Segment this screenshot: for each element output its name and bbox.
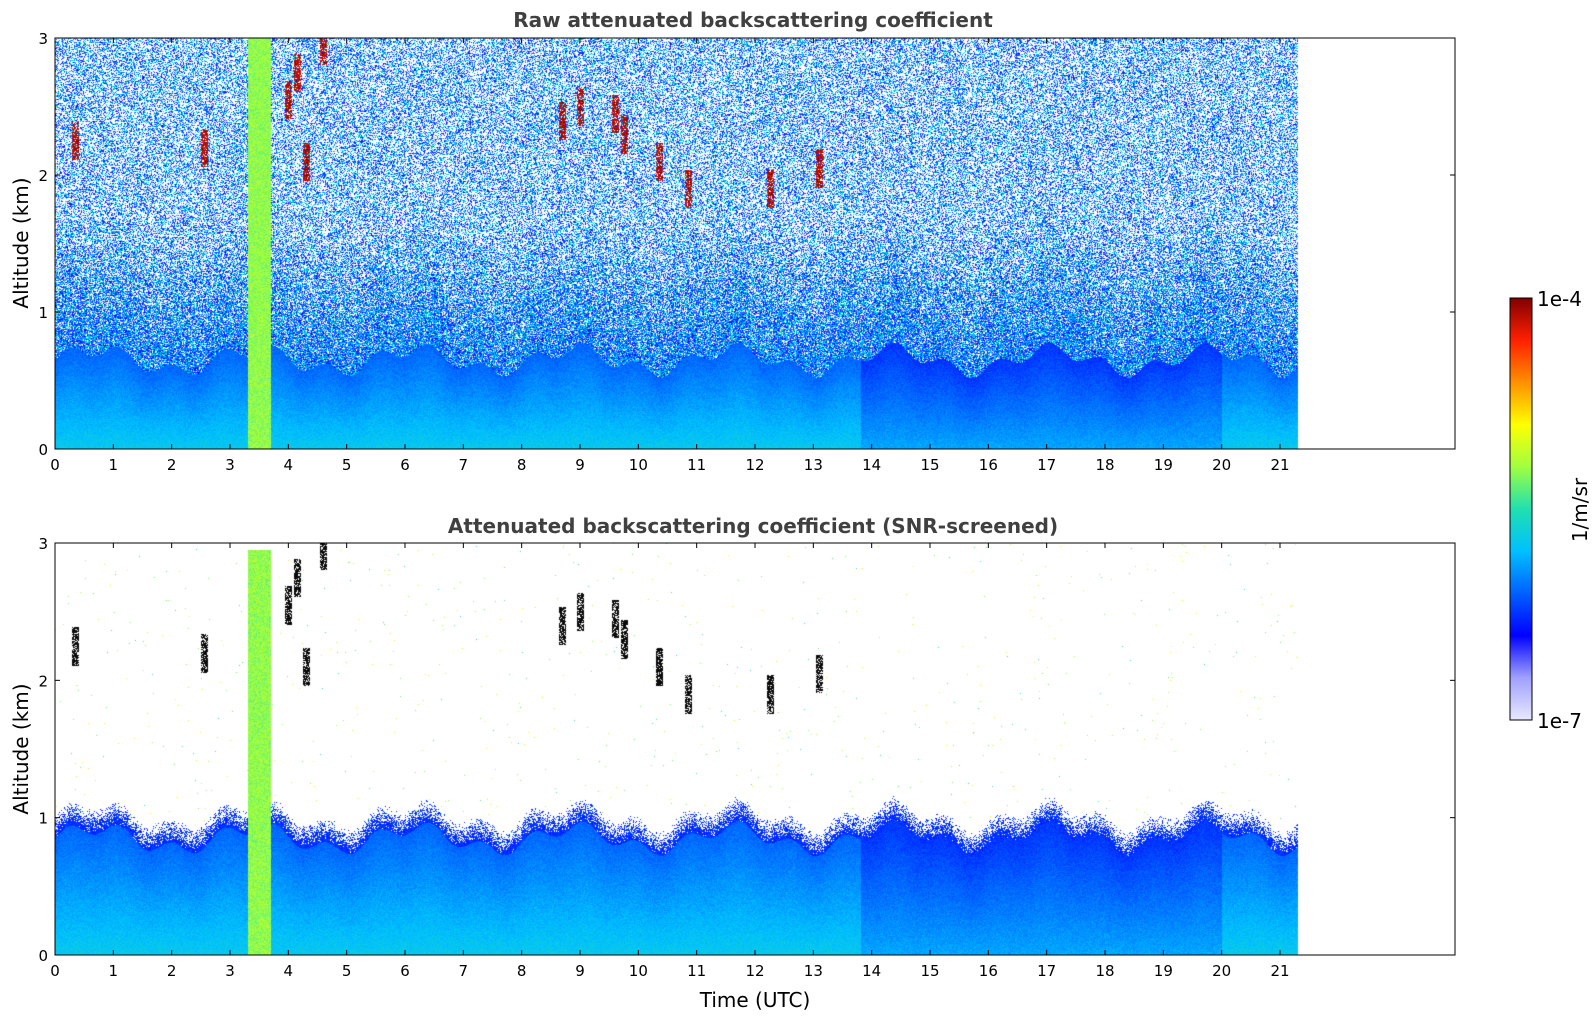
x-tick-label: 3 — [225, 456, 235, 474]
panel-screened: Attenuated backscattering coefficient (S… — [9, 514, 1456, 1012]
x-tick-label: 18 — [1095, 456, 1114, 474]
x-tick-label: 13 — [804, 962, 823, 980]
x-tick-label: 1 — [109, 456, 119, 474]
x-tick-label: 19 — [1154, 456, 1173, 474]
x-tick-label: 4 — [284, 962, 294, 980]
x-tick-label: 17 — [1037, 456, 1056, 474]
x-tick-label: 4 — [284, 456, 294, 474]
x-tick-label: 21 — [1270, 456, 1289, 474]
x-tick-label: 21 — [1270, 962, 1289, 980]
y-tick-label: 2 — [38, 672, 48, 690]
heatmap-screened — [55, 543, 1300, 955]
panel-2-x-ticks: 0 1 2 3 4 5 6 7 8 9 10 11 12 13 14 15 16 17 18 19 20 21 — [50, 543, 1290, 980]
x-tick-label: 15 — [920, 962, 939, 980]
x-tick-label: 10 — [629, 962, 648, 980]
x-tick-label: 15 — [920, 456, 939, 474]
panel-1-y-ticks: 0 1 2 3 — [38, 30, 1455, 459]
panel-raw: Raw attenuated backscattering coefficien… — [9, 8, 1456, 474]
x-tick-label: 17 — [1037, 962, 1056, 980]
x-tick-label: 19 — [1154, 962, 1173, 980]
x-tick-label: 0 — [50, 456, 60, 474]
panel-2-title: Attenuated backscattering coefficient (S… — [448, 514, 1058, 538]
x-tick-label: 11 — [687, 456, 706, 474]
y-tick-label: 3 — [38, 535, 48, 553]
x-tick-label: 8 — [517, 962, 527, 980]
x-tick-label: 12 — [745, 456, 764, 474]
panel-1-title: Raw attenuated backscattering coefficien… — [513, 8, 993, 32]
x-tick-label: 6 — [400, 456, 410, 474]
x-tick-label: 2 — [167, 456, 177, 474]
x-tick-label: 7 — [459, 962, 469, 980]
heatmap-raw — [55, 38, 1300, 449]
y-tick-label: 3 — [38, 30, 48, 48]
x-tick-label: 20 — [1212, 456, 1231, 474]
x-tick-label: 18 — [1095, 962, 1114, 980]
y-tick-label: 1 — [38, 810, 48, 828]
x-tick-label: 12 — [745, 962, 764, 980]
x-tick-label: 7 — [459, 456, 469, 474]
x-tick-label: 3 — [225, 962, 235, 980]
x-tick-label: 5 — [342, 962, 352, 980]
y-tick-label: 0 — [38, 947, 48, 965]
y-tick-label: 0 — [38, 441, 48, 459]
x-tick-label: 5 — [342, 456, 352, 474]
x-tick-label: 16 — [979, 456, 998, 474]
x-tick-label: 16 — [979, 962, 998, 980]
x-tick-label: 1 — [109, 962, 119, 980]
x-tick-label: 11 — [687, 962, 706, 980]
x-tick-label: 14 — [862, 962, 881, 980]
x-tick-label: 14 — [862, 456, 881, 474]
panel-1-y-axis-label: Altitude (km) — [9, 177, 33, 308]
colorbar-unit-label: 1/m/sr — [1568, 477, 1592, 542]
y-tick-label: 1 — [38, 304, 48, 322]
x-axis-label: Time (UTC) — [699, 988, 811, 1012]
x-tick-label: 9 — [575, 962, 585, 980]
y-tick-label: 2 — [38, 167, 48, 185]
colorbar-gradient — [1510, 298, 1532, 720]
x-tick-label: 20 — [1212, 962, 1231, 980]
panel-1-x-ticks: 0 1 2 3 4 5 6 7 8 9 10 11 12 13 14 15 16 17 18 19 20 21 — [50, 38, 1290, 474]
x-tick-label: 10 — [629, 456, 648, 474]
x-tick-label: 2 — [167, 962, 177, 980]
x-tick-label: 8 — [517, 456, 527, 474]
colorbar-frame — [1509, 297, 1533, 721]
panel-2-y-ticks: 0 1 2 3 — [38, 535, 1455, 965]
x-tick-label: 13 — [804, 456, 823, 474]
x-tick-label: 0 — [50, 962, 60, 980]
x-tick-label: 9 — [575, 456, 585, 474]
panel-2-y-axis-label: Altitude (km) — [9, 683, 33, 814]
colorbar-min-label: 1e-7 — [1537, 709, 1582, 733]
x-tick-label: 6 — [400, 962, 410, 980]
colorbar: 1e-4 1e-7 1/m/sr — [1509, 287, 1592, 733]
colorbar-max-label: 1e-4 — [1537, 287, 1582, 311]
